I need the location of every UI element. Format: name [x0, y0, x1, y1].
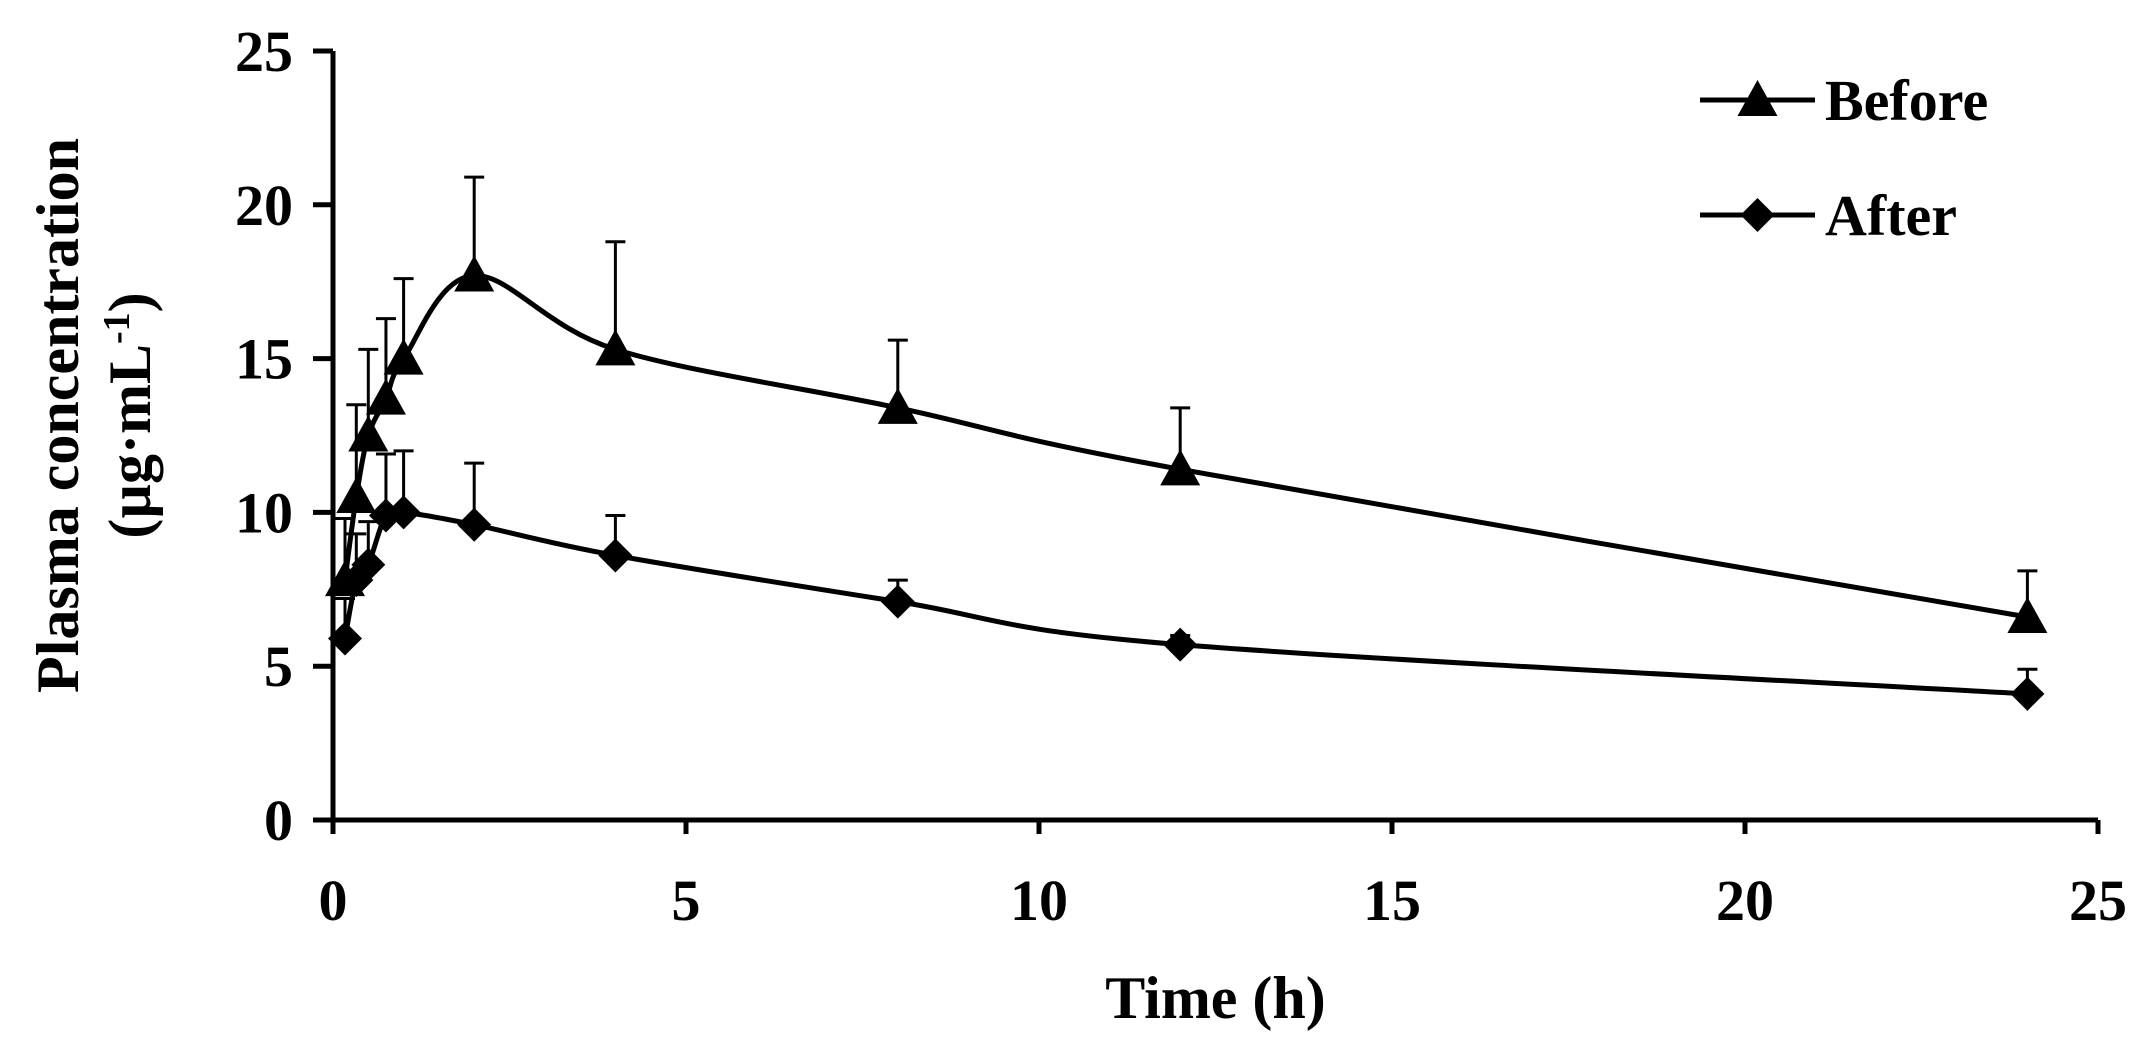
y-tick-label: 5: [264, 634, 293, 699]
data-point: [348, 415, 389, 452]
series-line: [342, 507, 2028, 697]
y-axis-title-line1: Plasma concentration: [25, 138, 91, 693]
legend-marker: [1737, 80, 1778, 116]
y-axis-title-exponent: -1: [96, 312, 138, 344]
legend-label: After: [1825, 183, 1957, 248]
x-tick-label: 15: [1363, 868, 1421, 933]
data-point: [328, 621, 363, 656]
svg-text:Plasma concentration: Plasma concentration: [25, 138, 91, 693]
data-point: [877, 387, 918, 424]
data-point: [2007, 596, 2048, 633]
data-point: [365, 378, 406, 415]
data-point: [383, 338, 424, 375]
legend: Before After: [1700, 68, 1988, 248]
y-tick-label: 10: [235, 480, 293, 545]
legend-item-after: After: [1700, 183, 1957, 248]
series-after: [328, 449, 2045, 711]
series-line: [342, 273, 2028, 620]
plot-area: [325, 175, 2048, 711]
axes: 0 5 10 15 20 25 0 5 10 15 20 25: [235, 19, 2127, 933]
svg-text:(µg·mL-1): (µg·mL-1): [96, 292, 163, 538]
data-point: [880, 584, 915, 619]
data-point: [386, 495, 421, 530]
data-point: [454, 255, 495, 292]
y-tick-label: 20: [235, 173, 293, 238]
series-before: [325, 175, 2048, 633]
x-tick-label: 20: [1716, 868, 1774, 933]
data-point: [2010, 676, 2045, 711]
data-point: [457, 507, 492, 542]
data-point: [1163, 627, 1198, 662]
y-tick-label: 0: [264, 788, 293, 853]
y-tick-label: 15: [235, 327, 293, 392]
data-point: [336, 477, 377, 514]
data-point: [598, 538, 633, 573]
data-point: [351, 547, 386, 582]
legend-item-before: Before: [1700, 68, 1988, 133]
data-point: [595, 329, 636, 366]
y-axis-title-unit: (µg·mL: [97, 344, 163, 539]
x-tick-label: 25: [2069, 868, 2127, 933]
data-point: [1160, 449, 1201, 486]
x-tick-label: 5: [672, 868, 701, 933]
y-tick-label: 25: [235, 19, 293, 84]
y-axis-title: Plasma concentration (µg·mL-1): [25, 138, 163, 693]
x-axis-title: Time (h): [1105, 965, 1326, 1031]
x-tick-label: 0: [319, 868, 348, 933]
legend-label: Before: [1825, 68, 1988, 133]
x-tick-label: 10: [1010, 868, 1068, 933]
legend-marker: [1740, 198, 1775, 232]
y-axis-title-close: ): [97, 292, 163, 312]
